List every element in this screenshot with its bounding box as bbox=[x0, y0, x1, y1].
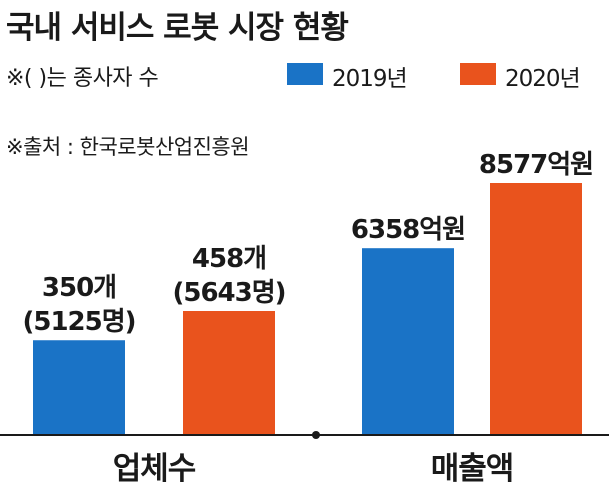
legend-label-2020: 2020년 bbox=[505, 66, 581, 92]
data-label: 458개 bbox=[192, 244, 266, 274]
bar-sales-2020 bbox=[490, 183, 582, 435]
legend-swatch-2020 bbox=[460, 63, 496, 85]
employee-note: ※( )는 종사자 수 bbox=[6, 66, 159, 91]
bar-companies-2019 bbox=[33, 340, 125, 435]
axis-divider-dot bbox=[312, 431, 320, 439]
legend-label-2019: 2019년 bbox=[332, 66, 408, 92]
bar-companies-2020 bbox=[183, 311, 275, 435]
category-label: 업체수 bbox=[113, 451, 196, 487]
data-label: 350개 bbox=[42, 273, 116, 303]
data-label: (5643명) bbox=[172, 278, 285, 308]
data-label: 6358억원 bbox=[351, 215, 465, 245]
source-note: ※출처 : 한국로봇산업진흥원 bbox=[6, 135, 250, 159]
bar-sales-2019 bbox=[362, 248, 454, 435]
legend-swatch-2019 bbox=[287, 63, 323, 85]
data-label: (5125명) bbox=[22, 307, 135, 337]
chart-title: 국내 서비스 로봇 시장 현황 bbox=[6, 10, 349, 46]
data-label: 8577억원 bbox=[479, 150, 593, 180]
category-label: 매출액 bbox=[431, 451, 514, 487]
